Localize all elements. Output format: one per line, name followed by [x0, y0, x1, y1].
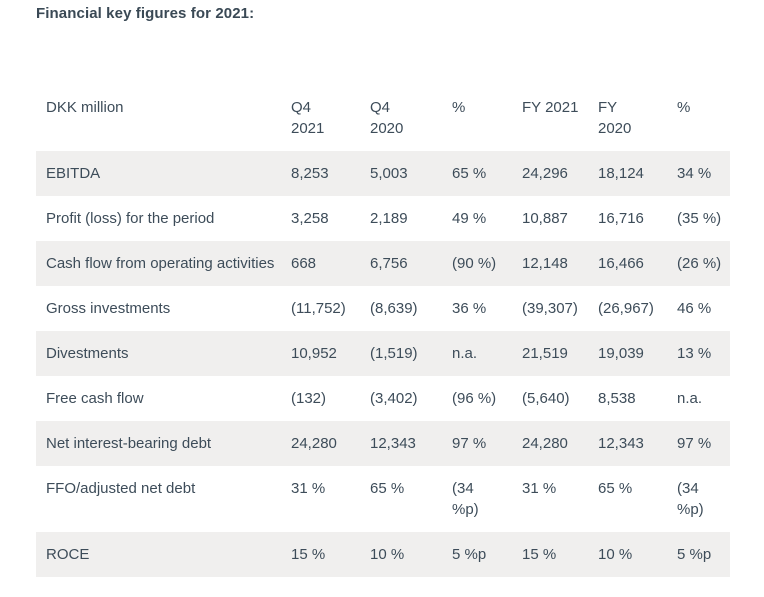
row-label: Profit (loss) for the period [46, 210, 215, 227]
row-value: 24,296 [522, 165, 568, 182]
row-value: (132) [291, 390, 327, 407]
row-value: 8,538 [598, 390, 636, 407]
row-value: (35 %) [677, 210, 722, 227]
row-value: 97 % [452, 435, 487, 452]
row-label: EBITDA [46, 165, 101, 182]
row-value: 3,258 [291, 210, 329, 227]
row-value: 65 % [370, 480, 405, 497]
row-value: 12,148 [522, 255, 568, 272]
table-body: EBITDA 8,253 5,003 65 % 24,296 18,124 34 % Prof… [36, 151, 730, 577]
row-value: 15 % [522, 546, 557, 563]
financial-key-figures-table: DKK million Q4 2021 Q4 2020% FY 2021 FY 202… [36, 85, 730, 577]
row-value: 65 % [598, 480, 633, 497]
table-header-row: DKK million Q4 2021 Q4 2020% FY 2021 FY 202… [36, 85, 730, 151]
row-value: 13 % [677, 345, 712, 362]
row-value: 36 % [452, 300, 487, 317]
row-value: 19,039 [598, 345, 644, 362]
row-value: 668 [291, 255, 317, 272]
row-value: 18,124 [598, 165, 644, 182]
row-value: (39,307) [522, 300, 578, 317]
row-value: 12,343 [370, 435, 416, 452]
row-label: FFO/adjusted net debt [46, 480, 196, 497]
row-label: Free cash flow [46, 390, 144, 407]
column-header: Q4 2021 [291, 99, 325, 137]
table-row: Free cash flow (132) (3,402) (96 %) (5,640) 8… [36, 376, 730, 421]
row-label: Divestments [46, 345, 129, 362]
table-row: FFO/adjusted net debt 31 % 65 % (34 %p) 31 %… [36, 466, 730, 532]
row-value: n.a. [452, 345, 478, 362]
table-row: Profit (loss) for the period 3,258 2,189 49… [36, 196, 730, 241]
row-value: 10 % [370, 546, 405, 563]
row-value: 5 %p [452, 546, 487, 563]
table-row: Cash flow from operating activities 668 6,… [36, 241, 730, 286]
row-value: 49 % [452, 210, 487, 227]
column-header: FY 2021 [522, 99, 579, 116]
row-label: Net interest-bearing debt [46, 435, 212, 452]
table-row: Gross investments (11,752) (8,639) 36 % (39,… [36, 286, 730, 331]
row-value: 10,887 [522, 210, 568, 227]
row-value: (5,640) [522, 390, 570, 407]
row-value: (11,752) [291, 300, 346, 317]
row-value: 46 % [677, 300, 712, 317]
column-header: % [452, 99, 466, 116]
row-value: 15 % [291, 546, 326, 563]
row-value: 31 % [522, 480, 557, 497]
row-value: 2,189 [370, 210, 408, 227]
row-value: (26 %) [677, 255, 722, 272]
row-value: 97 % [677, 435, 712, 452]
row-value: 65 % [452, 165, 487, 182]
row-label: ROCE [46, 546, 90, 563]
table-row: EBITDA 8,253 5,003 65 % 24,296 18,124 34 % [36, 151, 730, 196]
row-value: 12,343 [598, 435, 644, 452]
row-value: 24,280 [522, 435, 568, 452]
row-value: 5 %p [677, 546, 712, 563]
row-value: 6,756 [370, 255, 408, 272]
row-label: Cash flow from operating activities [46, 255, 275, 272]
column-header-unit: DKK million [46, 99, 124, 116]
column-header: FY 2020 [598, 99, 632, 137]
row-value: 21,519 [522, 345, 568, 362]
table-row: Net interest-bearing debt 24,280 12,343 97 … [36, 421, 730, 466]
row-value: 16,716 [598, 210, 644, 227]
row-value: (96 %) [452, 390, 497, 407]
row-value: 31 % [291, 480, 326, 497]
row-value: 24,280 [291, 435, 337, 452]
row-value: (8,639) [370, 300, 418, 317]
row-value: 16,466 [598, 255, 644, 272]
column-header: % [677, 99, 691, 116]
row-value: (3,402) [370, 390, 418, 407]
row-value: (34 %p) [677, 480, 704, 518]
column-header: Q4 2020 [370, 99, 404, 137]
row-value: (1,519) [370, 345, 418, 362]
row-value: (26,967) [598, 300, 654, 317]
table-row: ROCE 15 % 10 % 5 %p 15 % 10 % 5 %p [36, 532, 730, 577]
row-value: (90 %) [452, 255, 497, 272]
table-row: Divestments 10,952 (1,519) n.a. 21,519 19,039… [36, 331, 730, 376]
row-value: 5,003 [370, 165, 408, 182]
row-value: 10,952 [291, 345, 337, 362]
row-value: n.a. [677, 390, 703, 407]
row-label: Gross investments [46, 300, 171, 317]
row-value: 34 % [677, 165, 712, 182]
row-value: 8,253 [291, 165, 329, 182]
page-title: Financial key figures for 2021: [36, 5, 255, 22]
row-value: 10 % [598, 546, 633, 563]
row-value: (34 %p) [452, 480, 479, 518]
